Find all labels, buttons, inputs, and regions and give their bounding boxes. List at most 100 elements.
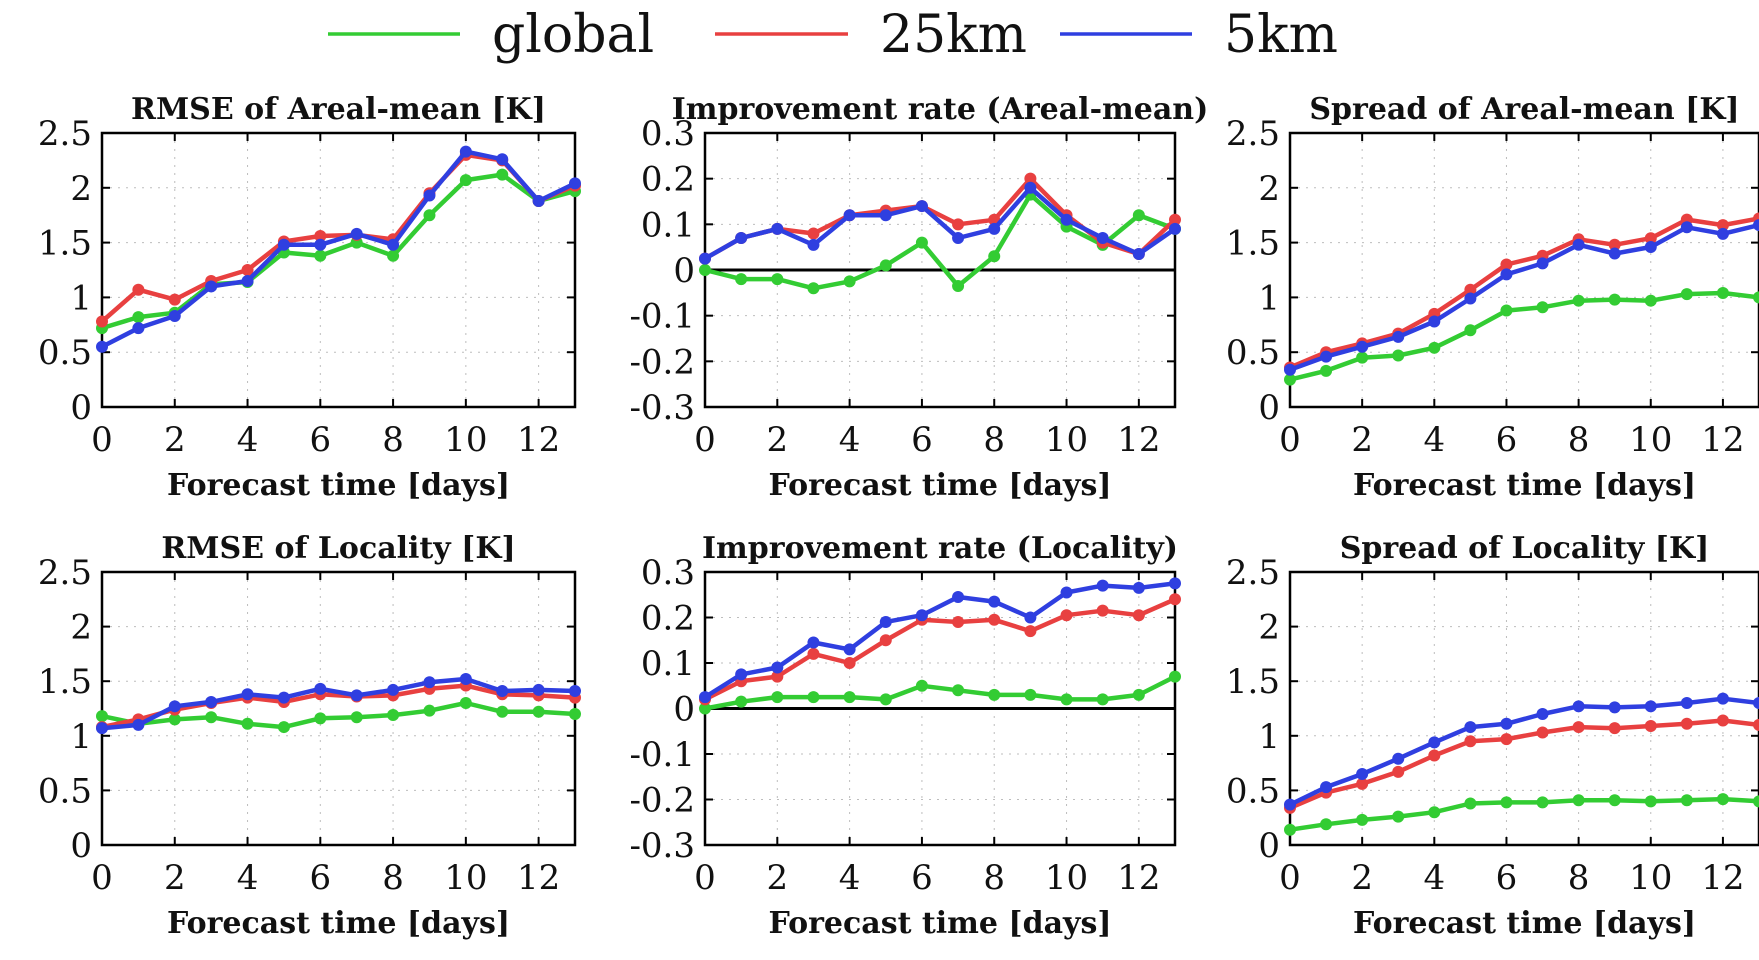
data-point-global <box>1428 341 1441 354</box>
data-point-5km <box>241 688 254 701</box>
data-point-25km <box>1608 722 1621 735</box>
series-line-global <box>702 674 1178 711</box>
data-point-5km <box>699 691 711 704</box>
data-point-25km <box>1464 735 1477 748</box>
data-point-5km <box>1356 340 1369 353</box>
data-point-global <box>735 273 748 286</box>
series-line-5km <box>1287 696 1759 807</box>
data-point-global <box>1284 373 1296 386</box>
data-point-5km <box>1716 227 1729 240</box>
data-point-global <box>807 282 820 295</box>
series-group <box>96 673 581 735</box>
data-point-5km <box>915 200 928 213</box>
x-tick-label: 8 <box>1568 858 1590 898</box>
x-axis-label: Forecast time [days] <box>1353 468 1696 503</box>
data-point-global <box>1716 287 1729 300</box>
x-tick-label: 12 <box>517 858 560 898</box>
x-tick-label: 4 <box>237 858 259 898</box>
data-point-5km <box>952 232 965 245</box>
y-tick-label: 0 <box>673 690 695 730</box>
data-point-global <box>1644 795 1657 808</box>
data-point-5km <box>96 722 108 735</box>
x-tick-label: 6 <box>911 420 933 460</box>
data-point-25km <box>771 670 784 683</box>
x-tick-label: 0 <box>91 420 113 460</box>
y-tick-label: 2.5 <box>38 553 92 593</box>
data-point-25km <box>879 634 892 647</box>
data-point-25km <box>132 283 145 296</box>
data-point-global <box>1572 294 1585 307</box>
data-point-global <box>1572 794 1585 807</box>
y-tick-label: 0 <box>1258 388 1280 428</box>
y-tick-label: 2 <box>1258 608 1280 648</box>
data-point-5km <box>350 227 363 240</box>
data-point-5km <box>314 238 327 251</box>
data-point-25km <box>952 616 965 629</box>
data-point-5km <box>1644 240 1657 253</box>
data-point-global <box>699 264 711 276</box>
y-tick-label: 0.3 <box>641 553 695 593</box>
y-tick-label: 0.5 <box>1226 333 1280 373</box>
data-point-25km <box>1356 777 1369 790</box>
data-point-5km <box>843 643 856 656</box>
data-point-5km <box>1284 798 1296 811</box>
data-point-5km <box>1320 781 1333 794</box>
data-point-5km <box>205 280 218 293</box>
data-point-global <box>1284 823 1296 836</box>
data-point-5km <box>1680 697 1693 710</box>
data-point-25km <box>241 264 254 276</box>
y-tick-label: 0.1 <box>641 205 695 245</box>
series-line-25km <box>1287 718 1759 811</box>
y-tick-label: 2.5 <box>38 114 92 154</box>
x-tick-label: 0 <box>91 858 113 898</box>
x-tick-label: 10 <box>444 858 487 898</box>
data-point-5km <box>879 209 892 222</box>
data-point-global <box>879 259 892 272</box>
data-point-5km <box>807 238 820 251</box>
data-point-5km <box>350 689 363 702</box>
x-tick-label: 10 <box>1629 420 1672 460</box>
x-tick-label: 6 <box>309 858 331 898</box>
data-point-5km <box>387 683 400 696</box>
y-tick-label: 0.2 <box>641 599 695 639</box>
data-point-5km <box>1753 697 1759 710</box>
data-point-global <box>879 693 892 706</box>
series-line-5km <box>99 676 578 731</box>
data-point-global <box>1060 693 1073 706</box>
data-point-5km <box>915 609 928 622</box>
data-point-5km <box>735 232 748 245</box>
data-point-5km <box>168 310 181 323</box>
y-tick-label: 0.5 <box>38 333 92 373</box>
data-point-25km <box>1680 717 1693 730</box>
data-point-5km <box>569 685 581 698</box>
x-tick-label: 12 <box>1117 858 1160 898</box>
y-tick-label: 2.5 <box>1226 114 1280 154</box>
y-tick-label: 1 <box>70 278 92 318</box>
chart-panel-4: RMSE of Locality [K] 0 0.5 1 1.5 2 2.5 0 2 4 6 8 10 1… <box>38 531 581 941</box>
data-point-global <box>1500 796 1513 809</box>
data-point-5km <box>459 145 472 158</box>
data-point-5km <box>807 636 820 649</box>
data-point-25km <box>1096 604 1109 617</box>
data-point-global <box>1132 688 1145 701</box>
data-point-global <box>1608 794 1621 807</box>
series-line-global <box>1287 796 1759 832</box>
chart-panel-5: Improvement rate (Locality) -0.3 -0.2 -0.1 0… <box>629 531 1181 941</box>
data-point-global <box>96 710 108 723</box>
data-point-25km <box>1536 726 1549 739</box>
x-axis-label: Forecast time [days] <box>167 468 510 503</box>
plot-frame <box>1288 570 1759 847</box>
data-point-25km <box>988 613 1001 626</box>
data-point-25km <box>1753 718 1759 731</box>
y-tick-label: 0.5 <box>38 771 92 811</box>
data-point-global <box>205 711 218 724</box>
data-point-5km <box>1392 752 1405 765</box>
data-point-global <box>771 691 784 704</box>
data-point-5km <box>952 591 965 604</box>
data-point-25km <box>1060 609 1073 622</box>
data-point-5km <box>1060 213 1073 226</box>
data-point-global <box>1320 364 1333 377</box>
chart-title: Improvement rate (Locality) <box>702 531 1178 566</box>
data-point-5km <box>387 238 400 251</box>
